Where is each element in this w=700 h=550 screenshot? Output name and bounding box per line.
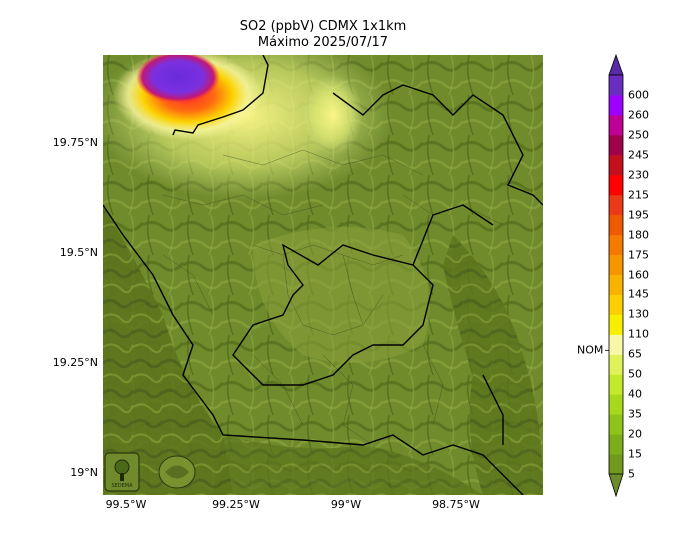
colorbar-tick-label: 35 [628, 407, 642, 421]
colorbar-tick-label: 40 [628, 387, 642, 401]
colorbar-tick-label: 180 [628, 228, 649, 242]
colorbar-tick-label: 50 [628, 367, 642, 381]
colorbar-tick-label: 15 [628, 447, 642, 461]
colorbar-tick-label: 260 [628, 108, 649, 122]
colorbar-tick-label: 215 [628, 188, 649, 202]
colorbar-tick-label: 5 [628, 467, 635, 481]
colorbar-segment [609, 294, 623, 315]
colorbar-tick-label: 110 [628, 327, 649, 341]
state-boundaries [102, 54, 544, 496]
colorbar-tick-label: 250 [628, 128, 649, 142]
colorbar-under-arrow [608, 473, 624, 498]
colorbar-segment [609, 354, 623, 375]
colorbar-tick-label: 230 [628, 168, 649, 182]
colorbar-segment [609, 254, 623, 275]
colorbar-segment [609, 414, 623, 435]
colorbar-over-arrow [608, 54, 624, 76]
plume-max [136, 51, 220, 103]
lat-label-1975: 19.75°N [52, 136, 98, 149]
colorbar-segment [609, 274, 623, 295]
colorbar-segment [609, 334, 623, 355]
colorbar-segment [609, 174, 623, 196]
colorbar [605, 54, 624, 498]
colorbar-segment [609, 394, 623, 415]
plume-east [303, 75, 363, 155]
map-subtitle: Máximo 2025/07/17 [257, 35, 389, 50]
colorbar-tick-label: 145 [628, 287, 649, 301]
colorbar-segment [609, 314, 623, 335]
lon-label-995: 99.5°W [105, 498, 147, 511]
lat-label-1925: 19.25°N [52, 356, 98, 369]
colorbar-segment [609, 234, 623, 256]
colorbar-tick-label: 65 [628, 347, 642, 361]
colorbar-segment [609, 434, 623, 455]
colorbar-segment [609, 75, 623, 96]
municipal-boundaries [162, 149, 504, 446]
colorbar-segment [609, 114, 623, 136]
colorbar-tick-label: 130 [628, 307, 649, 321]
colorbar-tick-label: 600 [628, 88, 649, 102]
colorbar-tick-label: 175 [628, 248, 649, 262]
nom-label: NOM [577, 343, 604, 357]
colorbar-frame [608, 74, 624, 475]
map-canvas: SEDEMA [93, 30, 544, 496]
colorbar-segment [609, 154, 623, 176]
colorbar-tick-label: 245 [628, 148, 649, 162]
lat-label-195: 19.5°N [59, 246, 98, 259]
colorbar-segment [609, 214, 623, 236]
lon-label-9925: 99.25°W [212, 498, 260, 511]
colorbar-segment [609, 134, 623, 156]
colorbar-tick-label: 160 [628, 268, 649, 281]
colorbar-segment [609, 194, 623, 216]
colorbar-tick-label: 195 [628, 208, 649, 222]
eastern-sierra [443, 235, 543, 495]
cdmx-logo [158, 455, 196, 489]
lon-label-99: 99°W [330, 498, 362, 511]
colorbar-segment [609, 374, 623, 395]
svg-text:SEDEMA: SEDEMA [111, 483, 133, 489]
map-title: SO2 (ppbV) CDMX 1x1km [239, 19, 407, 34]
western-sierra [103, 205, 233, 495]
colorbar-segment [609, 454, 623, 475]
lon-label-9875: 98.75°W [432, 498, 480, 511]
sedema-logo: SEDEMA [104, 452, 140, 492]
colorbar-tick-label: 20 [628, 427, 642, 441]
southern-sierra [213, 435, 483, 495]
colorbar-segment [609, 94, 623, 116]
map-panel[interactable]: SEDEMA [93, 30, 544, 496]
lat-label-19: 19°N [70, 466, 98, 479]
